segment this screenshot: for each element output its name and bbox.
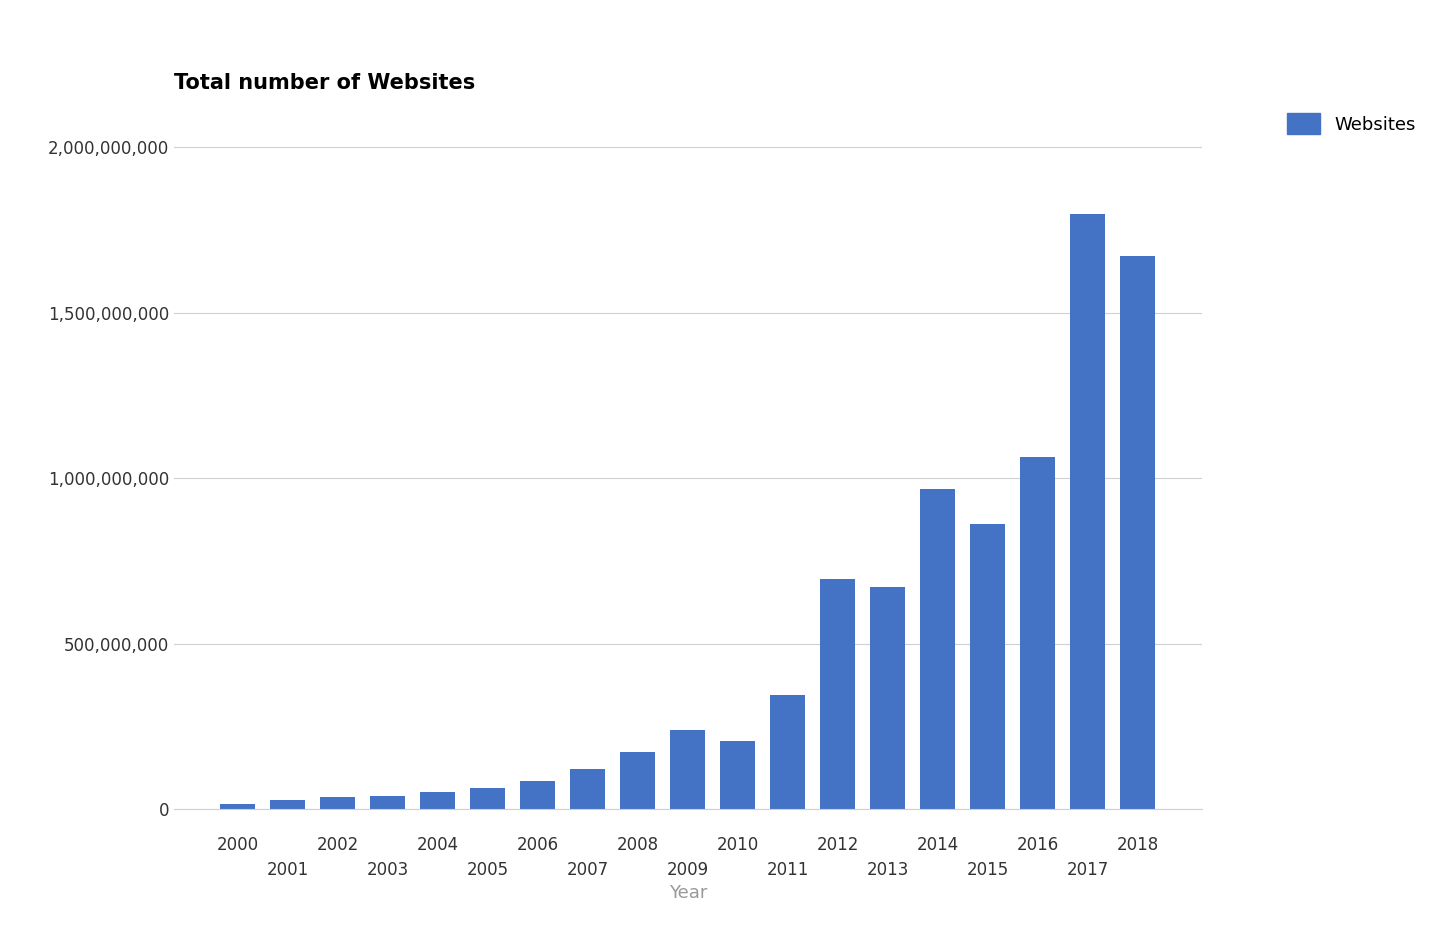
Bar — [471, 788, 505, 809]
Bar — [620, 752, 656, 809]
Bar — [371, 796, 405, 809]
Text: 2009: 2009 — [666, 862, 710, 880]
Text: 2013: 2013 — [866, 862, 909, 880]
Bar — [1070, 213, 1105, 809]
Bar — [870, 586, 905, 809]
Text: 2012: 2012 — [817, 836, 859, 854]
Text: 2001: 2001 — [266, 862, 308, 880]
Bar — [320, 797, 355, 809]
Text: 2014: 2014 — [917, 836, 959, 854]
Bar — [1021, 457, 1056, 809]
Text: Total number of Websites: Total number of Websites — [174, 73, 475, 93]
Text: 2002: 2002 — [317, 836, 359, 854]
Text: 2000: 2000 — [217, 836, 259, 854]
Text: 2016: 2016 — [1016, 836, 1058, 854]
Bar — [720, 741, 756, 809]
Bar — [271, 800, 306, 809]
Bar — [970, 524, 1005, 809]
Text: 2018: 2018 — [1116, 836, 1158, 854]
Bar — [420, 792, 455, 809]
Bar — [921, 489, 956, 809]
Bar — [571, 769, 605, 809]
Bar — [670, 730, 705, 809]
Text: 2008: 2008 — [617, 836, 659, 854]
X-axis label: Year: Year — [669, 883, 707, 902]
Text: 2005: 2005 — [466, 862, 508, 880]
Bar — [520, 781, 556, 809]
Text: 2003: 2003 — [366, 862, 408, 880]
Text: 2007: 2007 — [566, 862, 610, 880]
Bar — [220, 803, 255, 809]
Text: 2010: 2010 — [717, 836, 759, 854]
Text: 2017: 2017 — [1067, 862, 1109, 880]
Legend: Websites: Websites — [1279, 104, 1425, 143]
Text: 2006: 2006 — [517, 836, 559, 854]
Bar — [820, 579, 856, 809]
Text: 2011: 2011 — [766, 862, 809, 880]
Bar — [770, 695, 805, 809]
Text: 2004: 2004 — [417, 836, 459, 854]
Bar — [1121, 256, 1156, 809]
Text: 2015: 2015 — [967, 862, 1009, 880]
